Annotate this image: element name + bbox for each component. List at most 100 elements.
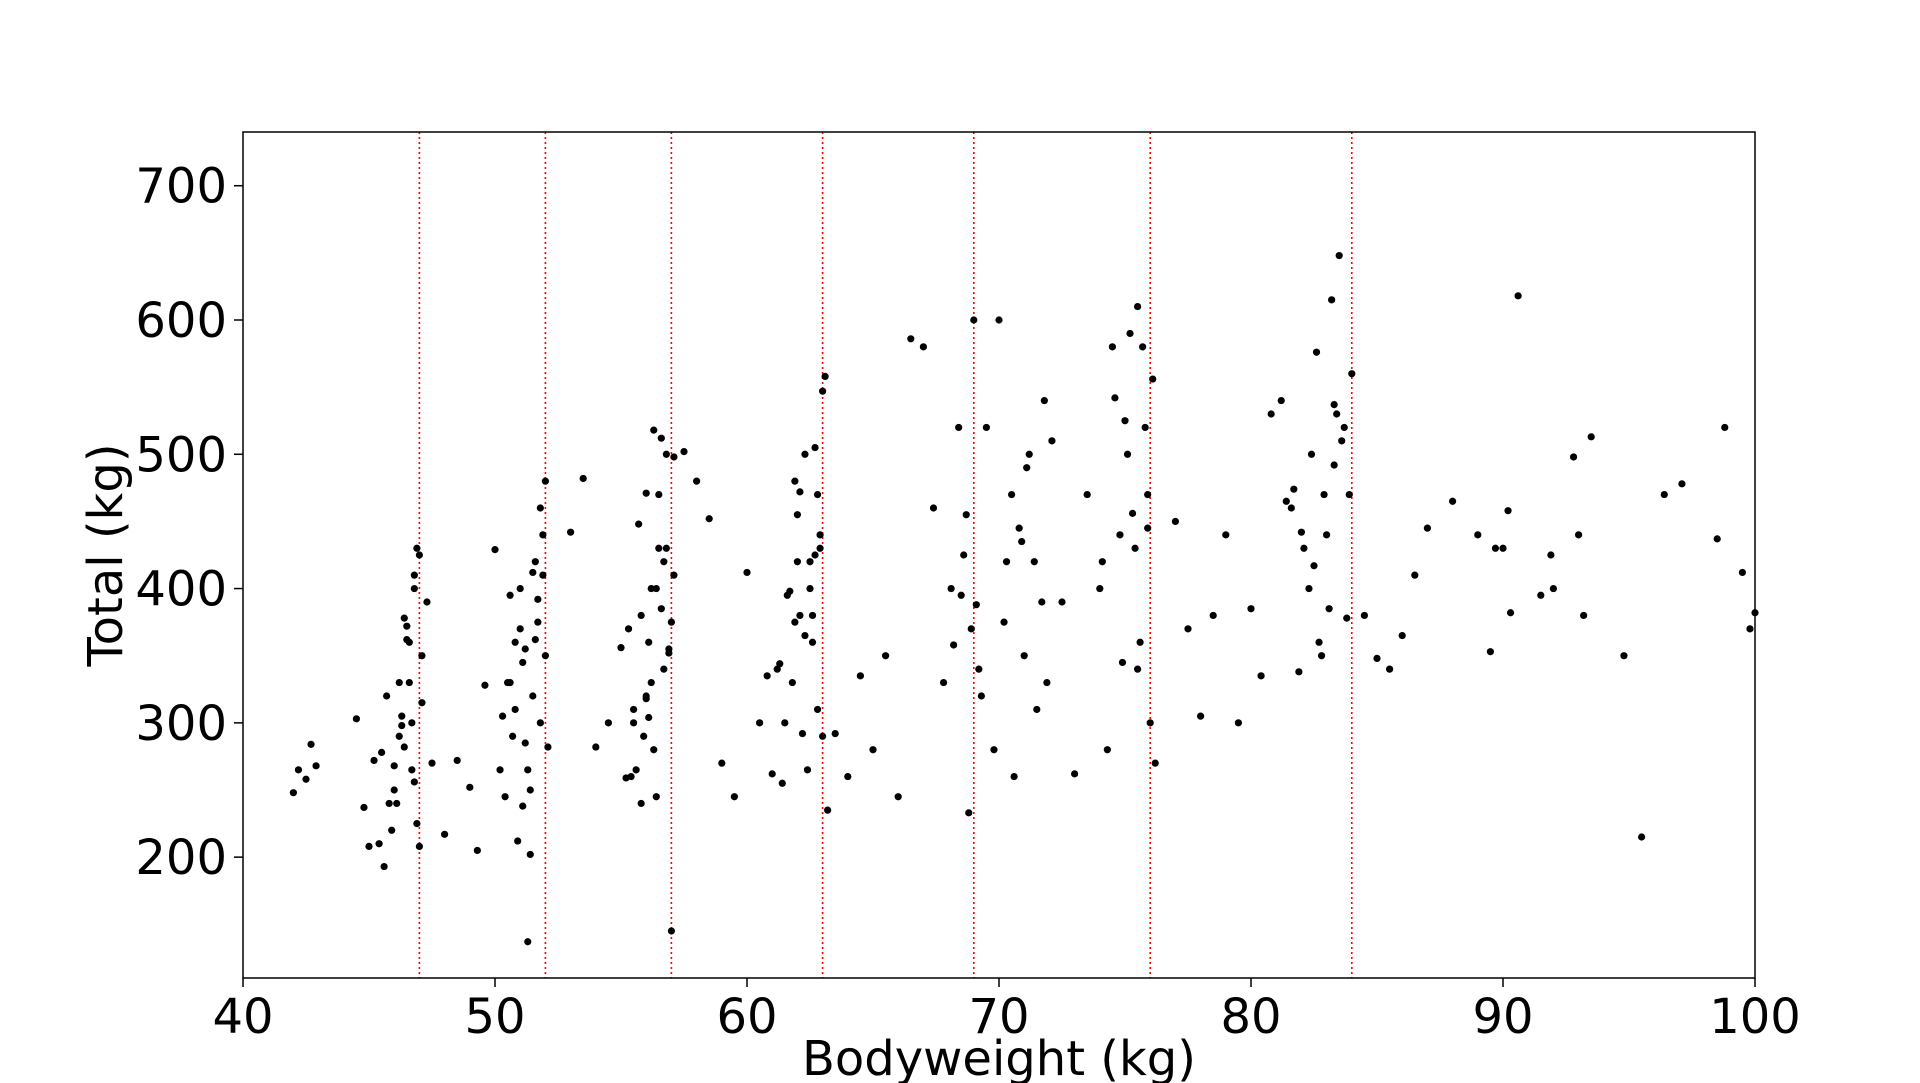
data-point: [650, 746, 658, 754]
data-point: [1345, 490, 1353, 499]
data-point: [808, 638, 817, 646]
data-point: [1325, 605, 1333, 613]
data-point: [370, 756, 378, 765]
data-point: [947, 584, 955, 593]
data-point: [962, 511, 970, 519]
data-point: [1295, 668, 1303, 676]
data-point: [466, 783, 474, 791]
data-point: [415, 551, 423, 559]
data-point: [801, 450, 809, 458]
data-point: [1549, 584, 1557, 593]
data-point: [967, 625, 975, 633]
data-point: [1030, 558, 1038, 566]
data-point: [403, 636, 411, 644]
data-point: [1197, 712, 1205, 720]
data-point: [1171, 517, 1179, 526]
data-point: [1222, 531, 1230, 539]
data-point: [516, 625, 524, 633]
data-point: [289, 789, 297, 797]
data-point: [400, 614, 408, 622]
y-tick-label: 700: [135, 159, 227, 215]
data-point: [667, 618, 676, 626]
data-point: [657, 434, 665, 442]
data-point: [1002, 558, 1011, 566]
data-point: [1015, 524, 1023, 532]
data-point: [995, 316, 1003, 324]
data-point: [869, 746, 877, 754]
data-point: [1713, 535, 1721, 543]
data-point: [652, 584, 660, 593]
data-point: [624, 625, 633, 633]
x-tick-label: 70: [968, 989, 1029, 1045]
data-point: [536, 719, 544, 727]
y-tick-label: 200: [135, 830, 227, 886]
data-point: [312, 762, 320, 770]
data-point: [919, 343, 928, 351]
data-point: [388, 826, 396, 834]
data-point: [642, 489, 650, 497]
data-point: [670, 453, 678, 461]
data-point: [1499, 544, 1507, 552]
data-point: [1083, 490, 1091, 499]
data-point: [1136, 638, 1144, 646]
data-point: [410, 571, 418, 579]
data-point: [473, 846, 481, 855]
data-point: [798, 730, 807, 738]
y-tick-label: 300: [135, 696, 227, 752]
data-point: [1738, 568, 1746, 577]
data-point: [1587, 433, 1595, 441]
data-point: [662, 544, 670, 552]
data-point: [1348, 370, 1356, 378]
data-point: [1146, 719, 1154, 727]
data-point: [1111, 394, 1119, 402]
data-point: [1335, 251, 1343, 260]
y-tick-label: 500: [135, 427, 227, 483]
data-point: [763, 672, 771, 680]
data-point: [1108, 343, 1116, 351]
data-point: [531, 558, 539, 566]
data-point: [1317, 652, 1326, 660]
data-point: [1423, 524, 1431, 532]
data-point: [982, 423, 991, 432]
data-point: [410, 778, 418, 786]
data-point: [423, 598, 431, 606]
data-point: [647, 584, 655, 593]
data-point: [813, 705, 822, 714]
data-point: [496, 766, 504, 774]
data-point: [821, 372, 829, 380]
data-point: [660, 558, 668, 566]
data-point: [408, 719, 416, 727]
data-point: [796, 488, 804, 496]
data-point: [1290, 485, 1298, 493]
data-point: [529, 568, 537, 577]
data-point: [1638, 833, 1646, 841]
data-point: [498, 712, 507, 720]
data-point: [1398, 631, 1406, 640]
data-point: [1320, 490, 1328, 499]
data-point: [410, 584, 418, 593]
data-point: [788, 678, 796, 687]
data-point: [816, 531, 824, 539]
data-point: [1121, 417, 1129, 425]
x-tick-label: 80: [1220, 989, 1281, 1045]
data-point: [1305, 584, 1313, 593]
data-point: [768, 770, 776, 778]
data-point: [957, 591, 965, 599]
data-point: [365, 842, 373, 851]
data-point: [418, 699, 426, 707]
x-axis-label: Bodyweight (kg): [802, 1031, 1196, 1083]
data-point: [640, 732, 648, 740]
data-point: [1282, 497, 1290, 505]
data-point: [1118, 658, 1127, 667]
data-point: [418, 652, 426, 660]
y-tick-label: 600: [135, 293, 227, 349]
data-point: [1340, 423, 1348, 432]
data-point: [811, 443, 819, 452]
data-point: [816, 544, 824, 552]
data-point: [977, 692, 985, 700]
data-point: [383, 692, 391, 700]
data-point: [504, 678, 512, 687]
data-point: [1486, 648, 1494, 656]
data-point: [781, 719, 789, 727]
data-point: [413, 819, 421, 828]
